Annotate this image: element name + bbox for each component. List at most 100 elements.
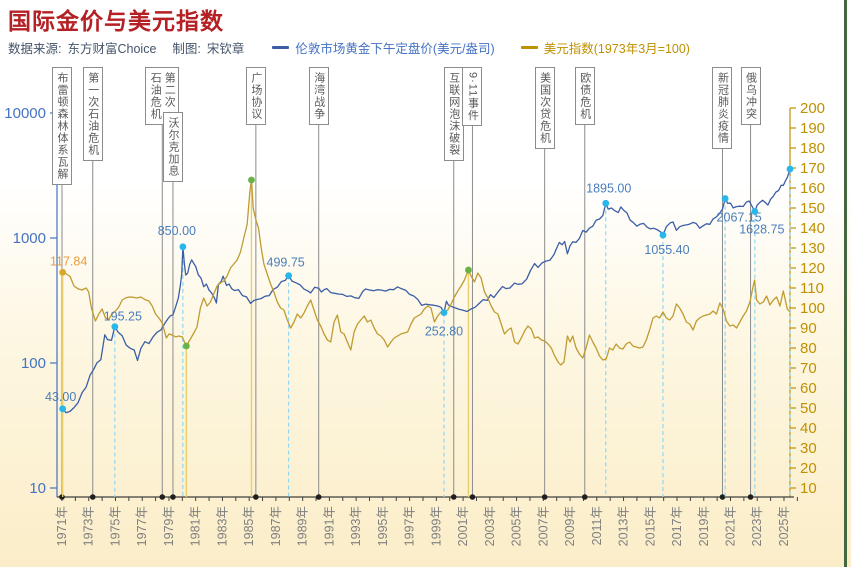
cyan-marker-dot — [440, 309, 448, 317]
usd-index-legend-swatch — [520, 46, 538, 49]
event-axis-dot — [253, 494, 259, 500]
source-label: 数据来源: — [8, 42, 62, 56]
cyan-marker-dot — [59, 405, 67, 413]
right-axis-tick-label: 60 — [800, 380, 817, 397]
gold-price-legend-label: 伦敦市场黄金下午定盘价(美元/盎司) — [295, 42, 495, 56]
right-axis-tick-label: 100 — [800, 300, 825, 317]
x-axis-year-label: 2015年 — [643, 506, 657, 546]
event-axis-dot — [541, 494, 548, 500]
right-axis-tick-label: 190 — [800, 120, 825, 137]
cyan-marker-dot — [111, 323, 119, 331]
marker-value-label: 2067.15 — [717, 211, 762, 225]
cyan-marker-dot — [602, 199, 610, 207]
x-axis-year-label: 1993年 — [349, 506, 363, 546]
green-marker-dot — [465, 266, 472, 274]
meta-row: 数据来源: 东方财富Choice 制图: 宋钦章 伦敦市场黄金下午定盘价(美元/… — [8, 38, 838, 57]
gold-price-line — [62, 168, 791, 414]
right-axis-tick-label: 110 — [800, 280, 824, 297]
x-axis-year-label: 2023年 — [750, 506, 764, 546]
event-axis-dot — [170, 494, 176, 500]
x-axis-year-label: 1989年 — [296, 506, 310, 546]
x-axis-year-label: 1975年 — [108, 506, 122, 546]
green-marker-dot — [182, 342, 190, 350]
marker-value-label: 1628.75 — [739, 223, 784, 237]
right-axis-tick-label: 140 — [800, 220, 825, 237]
right-axis-tick-label: 160 — [800, 180, 825, 197]
right-axis-tick-label: 90 — [800, 320, 817, 337]
marker-value-label: 850.00 — [158, 224, 196, 238]
x-axis-year-label: 1995年 — [376, 506, 390, 546]
x-axis-year-label: 1981年 — [189, 506, 203, 546]
author-label: 制图: — [172, 42, 201, 56]
x-axis-year-label: 2005年 — [510, 506, 524, 546]
event-axis-dot — [719, 494, 726, 500]
right-axis-tick-label: 30 — [800, 440, 817, 457]
marker-value-label: 252.80 — [425, 325, 463, 339]
event-axis-dot — [581, 494, 588, 500]
right-axis-tick-label: 150 — [800, 200, 825, 217]
x-axis-year-label: 1977年 — [135, 506, 149, 546]
right-axis-tick-label: 40 — [800, 420, 817, 437]
marker-value-label: 499.75 — [267, 256, 305, 270]
marker-value-label: 1055.40 — [644, 243, 689, 257]
left-axis-tick-label: 10 — [29, 480, 46, 497]
event-axis-dot — [450, 494, 457, 500]
frame-right-border — [844, 0, 847, 567]
usd-index-legend-label: 美元指数(1973年3月=100) — [543, 42, 690, 56]
right-axis-tick-label: 120 — [800, 260, 825, 277]
event-axis-dot — [747, 494, 754, 500]
author-value: 宋钦章 — [206, 42, 245, 56]
source-value: 东方财富Choice — [67, 42, 157, 56]
x-axis-year-label: 2013年 — [617, 506, 631, 546]
x-axis-year-label: 1987年 — [269, 506, 283, 546]
legend-item-gold-price: 伦敦市场黄金下午定盘价(美元/盎司) — [272, 38, 495, 57]
x-axis-year-label: 1973年 — [82, 506, 96, 546]
usd-index-line — [62, 179, 791, 366]
left-axis-tick-label: 10000 — [4, 105, 46, 122]
x-axis-year-label: 1999年 — [429, 506, 443, 546]
green-marker-dot — [248, 176, 255, 184]
x-axis-year-label: 2017年 — [670, 506, 684, 546]
x-axis-year-label: 1991年 — [322, 506, 336, 546]
cyan-marker-dot — [751, 208, 759, 215]
x-axis-year-label: 1979年 — [162, 506, 176, 546]
x-axis-year-label: 1997年 — [403, 506, 417, 546]
right-axis-tick-label: 170 — [800, 160, 825, 177]
x-axis-year-label: 1983年 — [215, 506, 229, 546]
cyan-marker-dot — [179, 243, 187, 251]
marker-value-label: 1895.00 — [586, 181, 631, 195]
event-axis-dot — [89, 494, 96, 500]
x-axis-year-label: 1985年 — [242, 506, 256, 546]
x-axis-year-label: 2003年 — [483, 506, 497, 546]
right-axis-tick-label: 10 — [800, 480, 817, 497]
right-axis-tick-label: 200 — [800, 100, 825, 117]
cyan-marker-dot — [721, 195, 729, 202]
x-axis-year-label: 2001年 — [456, 506, 470, 546]
event-axis-dot — [469, 494, 476, 500]
x-axis-year-label: 2011年 — [590, 506, 604, 545]
gold-price-legend-swatch — [272, 46, 290, 49]
x-axis-year-label: 2021年 — [724, 506, 738, 546]
right-axis-tick-label: 130 — [800, 240, 825, 257]
cyan-marker-dot — [285, 272, 293, 280]
right-axis-tick-label: 180 — [800, 140, 825, 157]
x-axis-year-label: 2025年 — [777, 506, 791, 546]
gold-marker-dot — [59, 268, 67, 276]
right-axis-tick-label: 70 — [800, 360, 817, 377]
page-title: 国际金价与美元指数 — [8, 8, 224, 34]
right-axis-tick-label: 50 — [800, 400, 817, 417]
right-axis-tick-label: 20 — [800, 460, 817, 477]
cyan-marker-dot — [659, 231, 667, 239]
right-axis-tick-label: 80 — [800, 340, 817, 357]
legend: 伦敦市场黄金下午定盘价(美元/盎司) 美元指数(1973年3月=100) — [272, 38, 716, 57]
marker-value-label: 117.84 — [50, 254, 87, 268]
marker-value-label: 43.00 — [45, 390, 76, 404]
left-axis-tick-label: 100 — [21, 355, 46, 372]
legend-item-usd-index: 美元指数(1973年3月=100) — [520, 38, 690, 57]
x-axis-year-label: 2019年 — [697, 506, 711, 546]
left-axis-tick-label: 1000 — [13, 230, 46, 247]
cyan-marker-dot — [786, 165, 794, 173]
x-axis-year-label: 1971年 — [55, 506, 69, 546]
